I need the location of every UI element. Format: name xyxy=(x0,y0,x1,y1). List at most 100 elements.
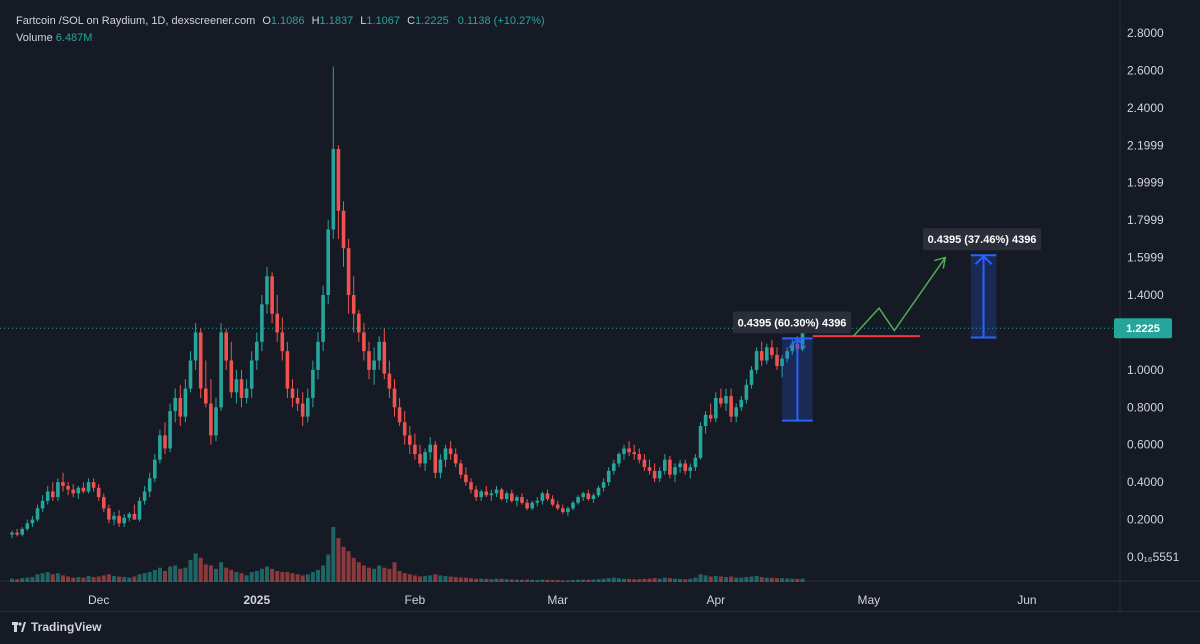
candle-body[interactable] xyxy=(606,470,611,483)
candle-body[interactable] xyxy=(612,463,616,471)
candle-body[interactable] xyxy=(209,403,213,436)
candle-body[interactable] xyxy=(91,482,96,488)
candle-body[interactable] xyxy=(683,463,687,471)
candle-body[interactable] xyxy=(71,489,75,494)
candle-body[interactable] xyxy=(239,379,244,398)
candle-body[interactable] xyxy=(224,332,228,361)
candle-body[interactable] xyxy=(494,489,499,494)
candle-body[interactable] xyxy=(627,448,631,453)
candle-body[interactable] xyxy=(86,482,91,492)
candle-body[interactable] xyxy=(20,528,24,535)
candle-body[interactable] xyxy=(178,397,183,417)
candle-body[interactable] xyxy=(530,502,534,509)
candle-body[interactable] xyxy=(453,454,458,464)
candle-body[interactable] xyxy=(142,491,147,501)
candle-body[interactable] xyxy=(163,435,167,449)
candle-body[interactable] xyxy=(469,482,473,490)
candle-body[interactable] xyxy=(377,341,381,361)
candle-body[interactable] xyxy=(785,351,789,359)
candle-body[interactable] xyxy=(234,379,239,393)
candle-body[interactable] xyxy=(510,493,514,501)
candle-body[interactable] xyxy=(285,351,290,389)
candle-body[interactable] xyxy=(668,459,672,475)
candle-body[interactable] xyxy=(729,396,733,417)
candle-body[interactable] xyxy=(357,313,361,333)
candle-body[interactable] xyxy=(35,508,40,520)
candle-body[interactable] xyxy=(214,407,218,436)
candlestick-chart[interactable]: 2.8000 2.6000 2.4000 2.1999 1.9999 1.7999 1.59… xyxy=(0,0,1200,612)
candle-body[interactable] xyxy=(535,500,540,503)
candle-body[interactable] xyxy=(102,497,106,509)
candle-body[interactable] xyxy=(617,454,621,464)
candle-body[interactable] xyxy=(290,388,295,398)
candle-body[interactable] xyxy=(351,295,356,314)
candle-body[interactable] xyxy=(622,448,626,455)
candle-body[interactable] xyxy=(229,360,234,393)
candle-body[interactable] xyxy=(387,373,392,389)
candle-body[interactable] xyxy=(397,407,402,423)
candle-body[interactable] xyxy=(754,351,759,370)
candle-body[interactable] xyxy=(596,487,601,496)
candle-body[interactable] xyxy=(693,457,698,468)
candle-body[interactable] xyxy=(413,444,417,455)
candle-body[interactable] xyxy=(198,332,203,389)
candle-body[interactable] xyxy=(566,508,570,513)
candle-body[interactable] xyxy=(306,397,310,417)
candle-body[interactable] xyxy=(632,452,636,455)
tradingview-brand[interactable]: TradingView xyxy=(12,620,101,634)
candle-body[interactable] xyxy=(219,332,223,408)
candle-body[interactable] xyxy=(316,341,320,370)
candle-body[interactable] xyxy=(112,515,116,520)
candle-body[interactable] xyxy=(688,467,693,471)
symbol-title[interactable]: Fartcoin /SOL on Raydium, 1D, dexscreene… xyxy=(16,15,256,27)
candle-body[interactable] xyxy=(260,304,264,342)
candle-body[interactable] xyxy=(15,532,19,535)
candle-body[interactable] xyxy=(576,497,580,503)
candle-body[interactable] xyxy=(555,504,560,509)
candle-body[interactable] xyxy=(601,482,606,488)
candle-body[interactable] xyxy=(790,343,795,352)
candle-body[interactable] xyxy=(275,313,279,333)
candle-body[interactable] xyxy=(448,448,453,455)
candle-body[interactable] xyxy=(703,414,708,426)
candle-body[interactable] xyxy=(321,295,325,342)
candle-body[interactable] xyxy=(25,523,30,529)
candle-body[interactable] xyxy=(336,149,341,211)
candle-body[interactable] xyxy=(708,414,713,419)
candle-body[interactable] xyxy=(122,517,126,524)
candle-body[interactable] xyxy=(372,360,376,370)
candle-body[interactable] xyxy=(652,470,657,479)
candle-body[interactable] xyxy=(244,388,249,398)
candle-body[interactable] xyxy=(255,341,259,361)
candle-body[interactable] xyxy=(525,502,529,509)
candle-body[interactable] xyxy=(270,276,274,314)
candle-body[interactable] xyxy=(331,149,336,230)
candle-body[interactable] xyxy=(188,360,193,389)
candle-body[interactable] xyxy=(408,435,412,445)
candle-body[interactable] xyxy=(545,493,550,499)
candle-body[interactable] xyxy=(714,397,718,419)
candle-body[interactable] xyxy=(443,448,448,460)
candle-body[interactable] xyxy=(637,454,642,460)
candle-body[interactable] xyxy=(484,491,489,496)
candle-body[interactable] xyxy=(540,493,545,501)
candle-body[interactable] xyxy=(168,411,172,449)
candle-body[interactable] xyxy=(193,332,198,361)
candle-body[interactable] xyxy=(81,487,86,492)
candle-body[interactable] xyxy=(249,360,254,389)
candle-body[interactable] xyxy=(499,489,504,499)
candle-body[interactable] xyxy=(734,407,738,417)
candle-body[interactable] xyxy=(657,470,662,479)
candle-body[interactable] xyxy=(346,248,351,295)
candle-body[interactable] xyxy=(775,354,779,367)
candle-body[interactable] xyxy=(438,459,443,473)
candle-body[interactable] xyxy=(642,459,647,468)
candle-body[interactable] xyxy=(280,332,285,352)
candle-body[interactable] xyxy=(561,508,565,513)
candle-body[interactable] xyxy=(76,487,81,494)
candle-body[interactable] xyxy=(724,396,728,404)
candle-body[interactable] xyxy=(739,399,744,408)
projection-path[interactable] xyxy=(852,257,946,337)
candle-body[interactable] xyxy=(647,467,652,471)
